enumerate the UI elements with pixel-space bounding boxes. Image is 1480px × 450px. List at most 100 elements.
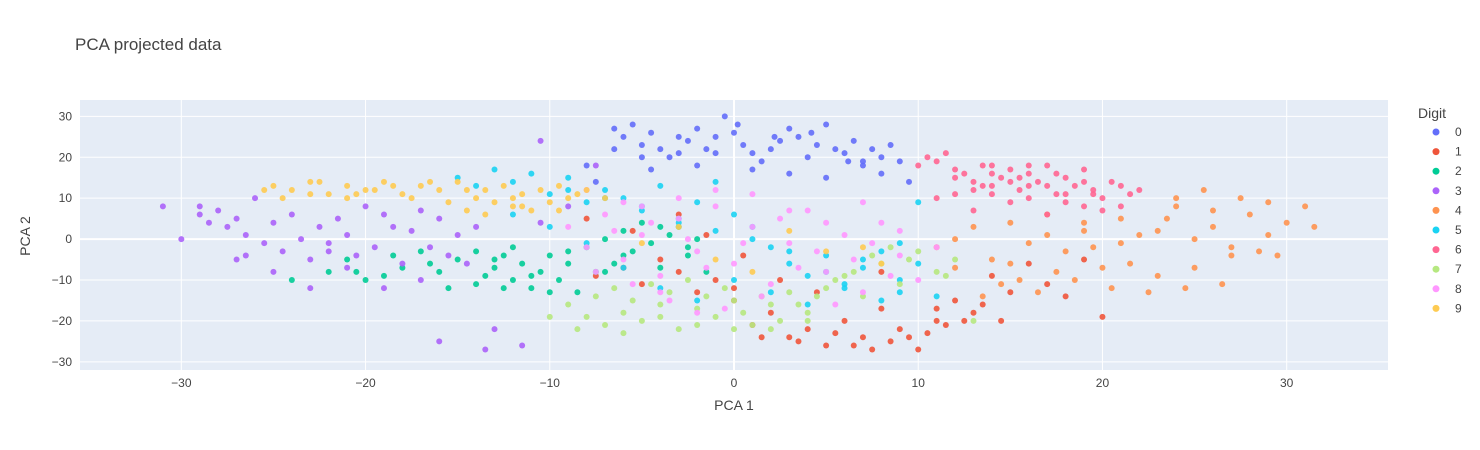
data-point[interactable] bbox=[786, 248, 793, 255]
data-point[interactable] bbox=[196, 211, 203, 218]
data-point[interactable] bbox=[473, 182, 480, 189]
data-point[interactable] bbox=[344, 256, 351, 263]
data-point[interactable] bbox=[740, 252, 747, 259]
data-point[interactable] bbox=[288, 277, 295, 283]
data-point[interactable] bbox=[482, 272, 489, 279]
data-point[interactable] bbox=[841, 272, 848, 279]
data-point[interactable] bbox=[684, 252, 691, 259]
data-point[interactable] bbox=[777, 317, 784, 324]
data-point[interactable] bbox=[878, 248, 885, 255]
legend-item-5[interactable]: 5 bbox=[1432, 223, 1463, 237]
data-point[interactable] bbox=[1025, 170, 1032, 177]
data-point[interactable] bbox=[712, 277, 719, 283]
data-point[interactable] bbox=[906, 178, 913, 185]
legend-item-7[interactable]: 7 bbox=[1432, 262, 1463, 276]
data-point[interactable] bbox=[970, 223, 977, 230]
data-point[interactable] bbox=[1044, 182, 1051, 189]
data-point[interactable] bbox=[712, 227, 719, 234]
data-point[interactable] bbox=[823, 121, 830, 128]
data-point[interactable] bbox=[1025, 260, 1032, 267]
data-point[interactable] bbox=[878, 268, 885, 275]
data-point[interactable] bbox=[804, 317, 811, 324]
data-point[interactable] bbox=[703, 232, 710, 238]
data-point[interactable] bbox=[952, 166, 959, 173]
data-point[interactable] bbox=[1062, 199, 1069, 206]
data-point[interactable] bbox=[196, 203, 203, 210]
data-point[interactable] bbox=[850, 342, 857, 349]
data-point[interactable] bbox=[795, 338, 802, 345]
data-point[interactable] bbox=[952, 191, 959, 198]
data-point[interactable] bbox=[767, 281, 774, 288]
data-point[interactable] bbox=[712, 203, 719, 210]
data-point[interactable] bbox=[915, 162, 922, 169]
data-point[interactable] bbox=[859, 199, 866, 206]
data-point[interactable] bbox=[279, 248, 286, 255]
data-point[interactable] bbox=[896, 281, 903, 288]
data-point[interactable] bbox=[906, 334, 913, 341]
data-point[interactable] bbox=[592, 162, 599, 169]
data-point[interactable] bbox=[869, 146, 876, 153]
data-point[interactable] bbox=[611, 260, 618, 267]
data-point[interactable] bbox=[242, 232, 249, 238]
data-point[interactable] bbox=[620, 133, 627, 140]
data-point[interactable] bbox=[233, 256, 240, 263]
data-point[interactable] bbox=[1053, 268, 1060, 275]
data-point[interactable] bbox=[657, 146, 664, 153]
data-point[interactable] bbox=[1016, 187, 1023, 193]
data-point[interactable] bbox=[859, 244, 866, 251]
data-point[interactable] bbox=[979, 301, 986, 308]
data-point[interactable] bbox=[841, 285, 848, 292]
data-point[interactable] bbox=[970, 317, 977, 324]
data-point[interactable] bbox=[1127, 191, 1134, 198]
data-point[interactable] bbox=[878, 305, 885, 312]
data-point[interactable] bbox=[500, 182, 507, 189]
data-point[interactable] bbox=[1265, 199, 1272, 206]
data-point[interactable] bbox=[915, 199, 922, 206]
data-point[interactable] bbox=[942, 322, 949, 328]
data-point[interactable] bbox=[859, 289, 866, 296]
data-point[interactable] bbox=[242, 252, 249, 259]
data-point[interactable] bbox=[1283, 219, 1290, 226]
data-point[interactable] bbox=[859, 162, 866, 169]
data-point[interactable] bbox=[675, 326, 682, 333]
data-point[interactable] bbox=[841, 150, 848, 157]
data-point[interactable] bbox=[233, 215, 240, 222]
legend-item-1[interactable]: 1 bbox=[1432, 145, 1463, 159]
data-point[interactable] bbox=[602, 236, 609, 243]
data-point[interactable] bbox=[970, 309, 977, 316]
data-point[interactable] bbox=[638, 219, 645, 226]
data-point[interactable] bbox=[583, 313, 590, 320]
data-point[interactable] bbox=[307, 178, 314, 185]
data-point[interactable] bbox=[620, 199, 627, 206]
data-point[interactable] bbox=[869, 346, 876, 353]
data-point[interactable] bbox=[261, 187, 268, 193]
data-point[interactable] bbox=[808, 129, 815, 136]
data-point[interactable] bbox=[648, 219, 655, 226]
data-point[interactable] bbox=[629, 281, 636, 288]
data-point[interactable] bbox=[1025, 240, 1032, 247]
data-point[interactable] bbox=[537, 268, 544, 275]
data-point[interactable] bbox=[952, 236, 959, 243]
data-point[interactable] bbox=[675, 215, 682, 222]
data-point[interactable] bbox=[979, 293, 986, 300]
data-point[interactable] bbox=[417, 248, 424, 255]
data-point[interactable] bbox=[159, 203, 166, 210]
data-point[interactable] bbox=[1016, 174, 1023, 181]
data-point[interactable] bbox=[427, 260, 434, 267]
data-point[interactable] bbox=[473, 223, 480, 230]
data-point[interactable] bbox=[565, 187, 572, 193]
data-point[interactable] bbox=[933, 305, 940, 312]
data-point[interactable] bbox=[758, 158, 765, 165]
data-point[interactable] bbox=[942, 150, 949, 157]
data-point[interactable] bbox=[417, 182, 424, 189]
data-point[interactable] bbox=[408, 195, 415, 202]
data-point[interactable] bbox=[1163, 215, 1170, 222]
data-point[interactable] bbox=[1191, 264, 1198, 271]
data-point[interactable] bbox=[731, 260, 737, 267]
data-point[interactable] bbox=[1127, 260, 1134, 267]
data-point[interactable] bbox=[1108, 285, 1115, 292]
data-point[interactable] bbox=[758, 293, 765, 300]
data-point[interactable] bbox=[850, 137, 857, 144]
data-point[interactable] bbox=[491, 326, 498, 333]
data-point[interactable] bbox=[620, 330, 627, 337]
